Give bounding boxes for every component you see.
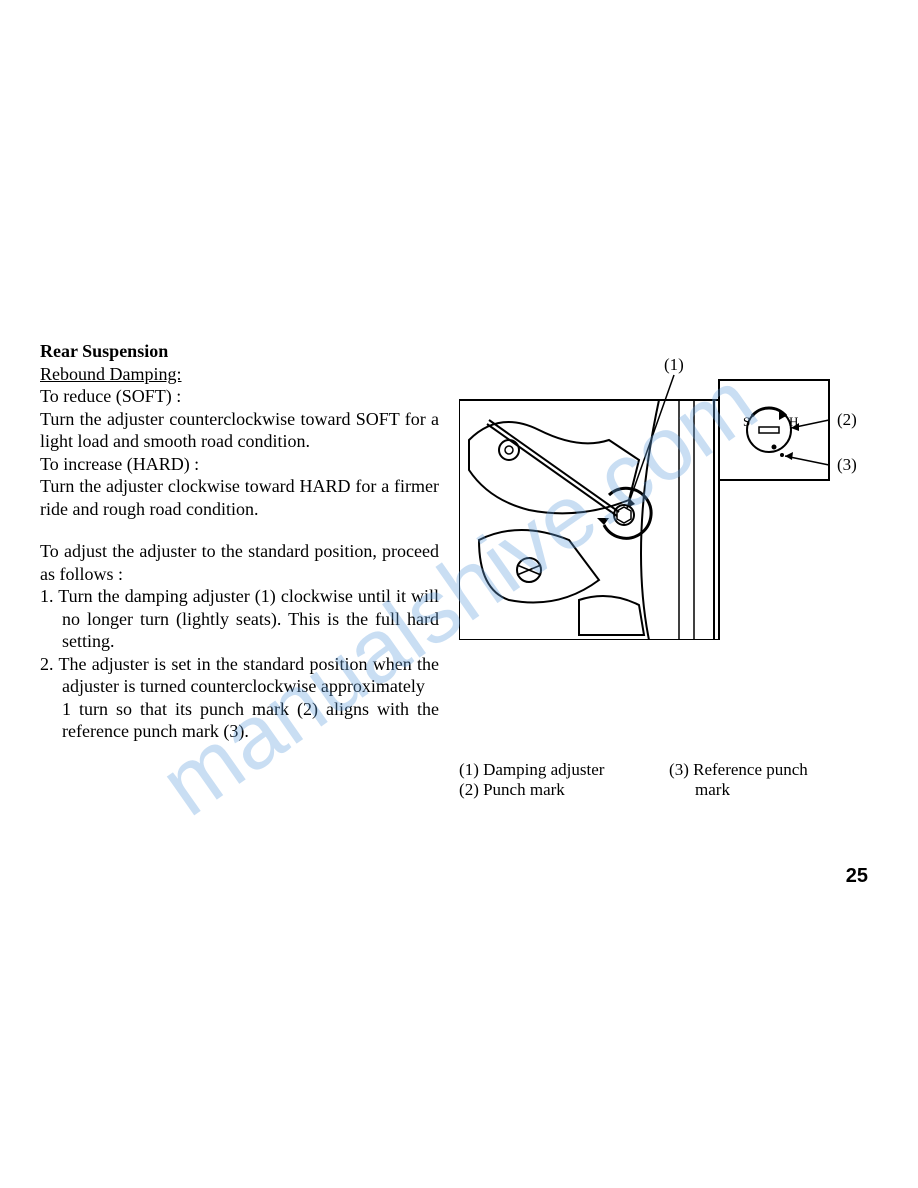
diagram: S H (1) (2) (3): [459, 340, 859, 640]
step-2a: 2. The adjuster is set in the standard p…: [40, 653, 439, 698]
legend-item-1: (1) Damping adjuster: [459, 760, 639, 780]
legend-col-2: (3) Reference punch mark: [669, 760, 849, 800]
legend-item-3: (3) Reference punch: [669, 760, 849, 780]
page-content: Rear Suspension Rebound Damping: To redu…: [40, 340, 878, 800]
subsection-title: Rebound Damping:: [40, 363, 439, 386]
callout-1: (1): [664, 355, 684, 374]
left-text-column: Rear Suspension Rebound Damping: To redu…: [40, 340, 439, 800]
dial-s-label: S: [743, 414, 750, 429]
para-increase-label: To increase (HARD) :: [40, 453, 439, 476]
figure-legend: (1) Damping adjuster (2) Punch mark (3) …: [459, 760, 878, 800]
step-2b: 1 turn so that its punch mark (2) aligns…: [40, 698, 439, 743]
legend-item-3b: mark: [669, 780, 849, 800]
legend-col-1: (1) Damping adjuster (2) Punch mark: [459, 760, 639, 800]
legend-item-2: (2) Punch mark: [459, 780, 639, 800]
step-1: 1. Turn the damping adjuster (1) clockwi…: [40, 585, 439, 653]
suspension-diagram-svg: S H (1) (2) (3): [459, 340, 859, 640]
para-increase-desc: Turn the adjuster clockwise toward HARD …: [40, 475, 439, 520]
right-figure-column: S H (1) (2) (3) (1) Damping adjuster (2)…: [459, 340, 878, 800]
para-reduce-label: To reduce (SOFT) :: [40, 385, 439, 408]
page-number: 25: [846, 865, 868, 888]
section-title: Rear Suspension: [40, 340, 439, 363]
callout-3: (3): [837, 455, 857, 474]
para-reduce-desc: Turn the adjuster counterclockwise towar…: [40, 408, 439, 453]
para-standard-intro: To adjust the adjuster to the standard p…: [40, 540, 439, 585]
callout-2: (2): [837, 410, 857, 429]
